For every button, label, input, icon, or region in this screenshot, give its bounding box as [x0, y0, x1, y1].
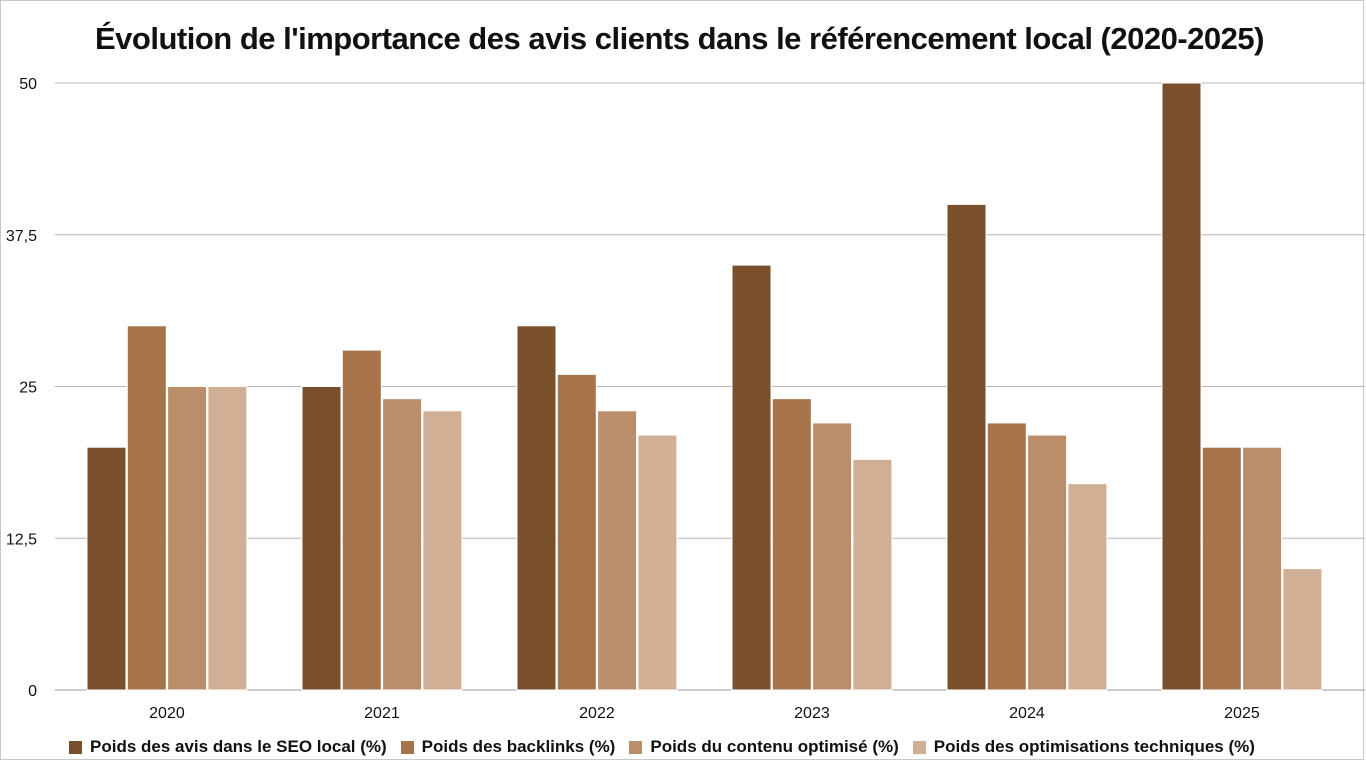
bars — [86, 82, 1323, 691]
bar — [422, 410, 463, 691]
bar — [516, 325, 557, 691]
legend-swatch — [912, 740, 926, 754]
legend-item: Poids des avis dans le SEO local (%) — [69, 737, 387, 757]
bar — [126, 325, 167, 691]
bar — [556, 373, 597, 691]
y-axis-ticks: 0 12,5 25 37,5 50 — [6, 76, 37, 700]
legend-label: Poids des backlinks (%) — [421, 737, 616, 756]
legend-item: Poids des backlinks (%) — [400, 737, 616, 757]
plot-area: 0 12,5 25 37,5 50 2020 2021 2022 2023 2024 2025 — [6, 76, 1365, 722]
y-tick-label: 25 — [19, 380, 37, 397]
bar — [86, 446, 127, 691]
bar — [731, 264, 772, 691]
x-tick-label: 2020 — [149, 705, 185, 722]
bar — [812, 422, 853, 691]
legend-label: Poids du contenu optimisé (%) — [650, 737, 899, 756]
bar — [301, 386, 342, 691]
y-tick-label: 0 — [28, 683, 37, 700]
bar — [1067, 483, 1108, 691]
legend-swatch — [400, 740, 414, 754]
bar — [382, 398, 423, 691]
chart-title: Évolution de l'importance des avis clien… — [95, 21, 1264, 56]
x-tick-label: 2023 — [794, 705, 830, 722]
bar — [986, 422, 1027, 691]
bar — [1282, 568, 1323, 691]
bar — [341, 349, 382, 691]
legend-item: Poids du contenu optimisé (%) — [629, 737, 899, 757]
legend: Poids des avis dans le SEO local (%) Poid… — [69, 737, 1255, 757]
bar — [1242, 446, 1283, 691]
legend-label: Poids des optimisations techniques (%) — [933, 737, 1255, 756]
bar — [637, 434, 678, 691]
legend-swatch — [69, 740, 82, 754]
bar — [207, 386, 248, 691]
x-axis-ticks: 2020 2021 2022 2023 2024 2025 — [149, 705, 1260, 722]
legend-item: Poids des optimisations techniques (%) — [912, 737, 1255, 757]
x-tick-label: 2024 — [1009, 705, 1045, 722]
bar — [1201, 446, 1242, 691]
legend-label: Poids des avis dans le SEO local (%) — [90, 737, 387, 756]
y-tick-label: 37,5 — [6, 228, 37, 245]
x-tick-label: 2022 — [579, 705, 615, 722]
bar — [946, 203, 987, 691]
bar — [1161, 82, 1202, 691]
bar — [1027, 434, 1068, 691]
chart-frame: Évolution de l'importance des avis clien… — [0, 0, 1365, 760]
legend-swatch — [629, 740, 643, 754]
bar — [771, 398, 812, 691]
gridlines — [55, 82, 1365, 691]
y-tick-label: 50 — [19, 76, 37, 93]
bar — [597, 410, 638, 691]
bar — [852, 458, 893, 691]
bar — [167, 386, 208, 691]
y-tick-label: 12,5 — [6, 531, 37, 548]
x-tick-label: 2025 — [1224, 705, 1260, 722]
x-tick-label: 2021 — [364, 705, 400, 722]
